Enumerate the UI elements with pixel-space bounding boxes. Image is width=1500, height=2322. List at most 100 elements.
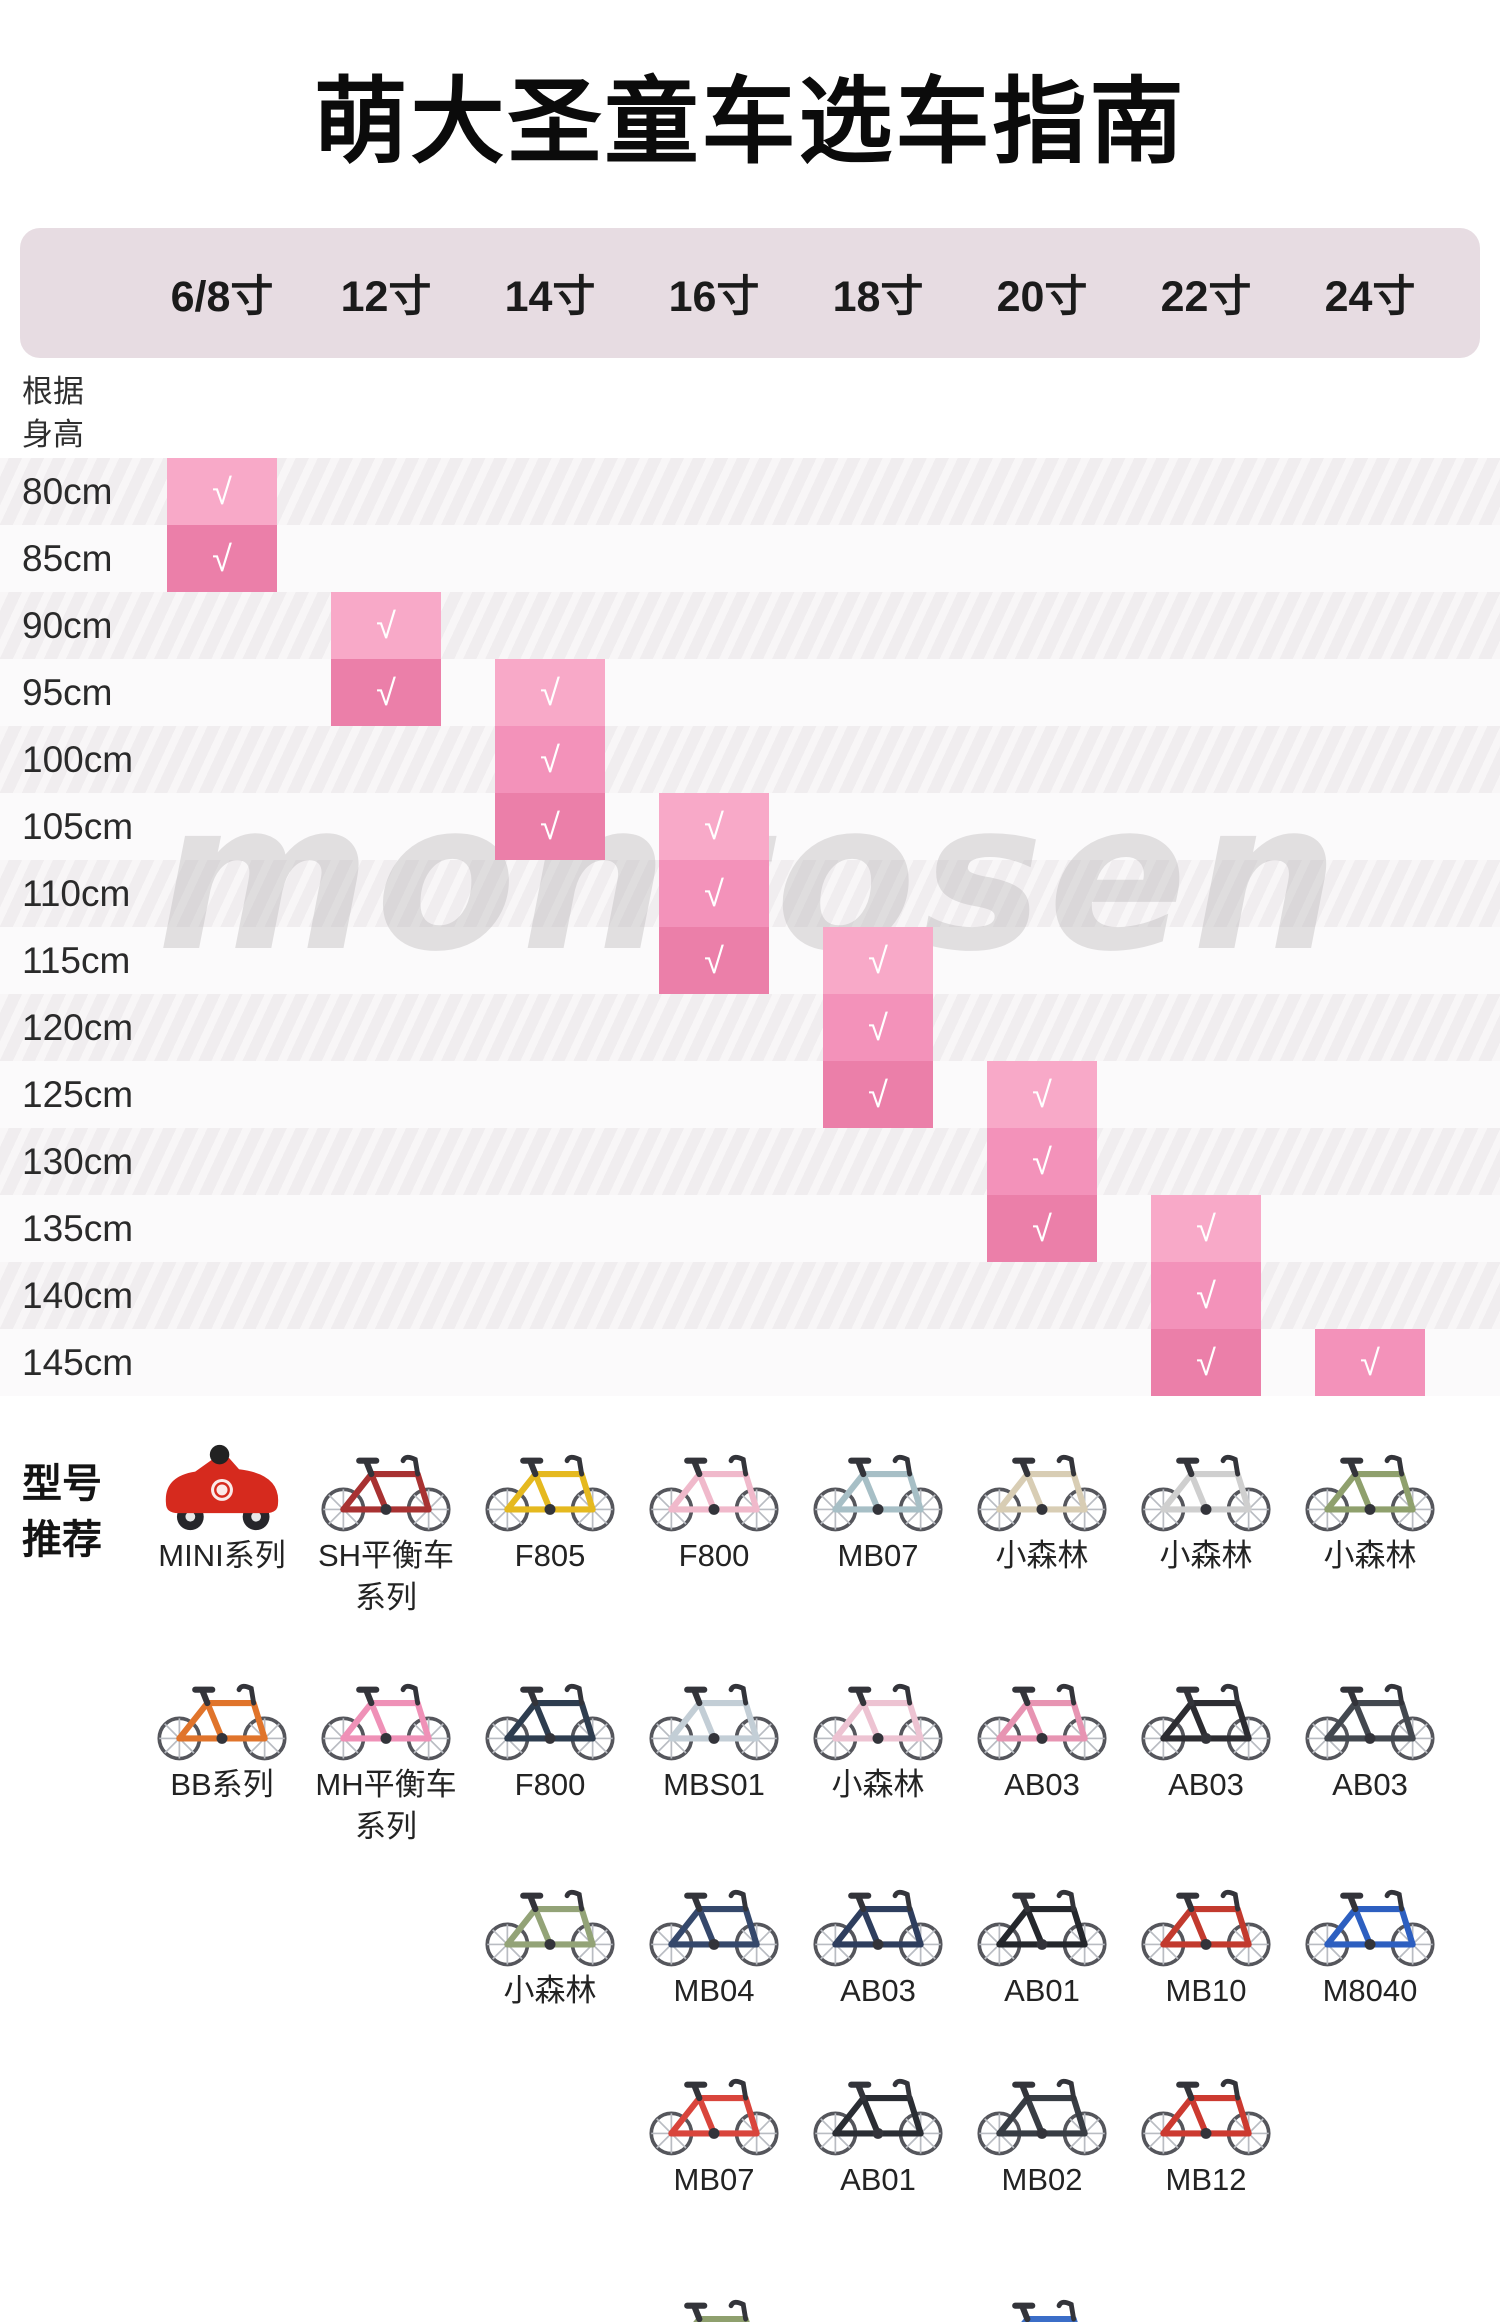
bike-icon (977, 1454, 1107, 1532)
height-label: 100cm (22, 738, 134, 780)
bike-row: MB07 AB01 MB02 MB12 (0, 2042, 1500, 2240)
chart-rows: 80cm √ 85cm √ 90cm √ 95cm √ √ 100cm √ 105cm √ √ 110cm √… (0, 458, 1500, 1396)
bike-model-name: AB03 (1004, 1767, 1080, 1802)
bike-model-name: MINI系列 (158, 1538, 286, 1573)
bike-model: BB系列 (137, 1669, 307, 1806)
bike-icon (1141, 1889, 1271, 1967)
bike-model: AB03 (1121, 1669, 1291, 1806)
size-check-cell: √ (987, 1128, 1097, 1195)
size-check-cell: √ (823, 994, 933, 1061)
bike-icon (485, 1454, 615, 1532)
bike-model: MB02 (957, 2064, 1127, 2201)
bike-model-name: SH平衡车 系列 (317, 1538, 455, 1615)
bike-model: MH平衡车 系列 (301, 1669, 471, 1848)
bike-model: MB07 (629, 2064, 799, 2201)
bike-model-name: 小森林 (831, 1767, 925, 1802)
height-label: 125cm (22, 1073, 134, 1115)
bike-model-name: BB系列 (170, 1767, 274, 1802)
bike-rows: MINI系列 SH平衡车 系列 F805 F800 MB07 小森林 小森林 小森林 BB系列 MH… (0, 1396, 1500, 2322)
bike-icon (157, 1683, 287, 1761)
height-row: 80cm √ (0, 458, 1500, 525)
bike-icon (1141, 1454, 1271, 1532)
height-row: 90cm √ (0, 592, 1500, 659)
height-row: 100cm √ (0, 726, 1500, 793)
size-check-cell: √ (1151, 1195, 1261, 1262)
bike-model-name: MB07 (673, 2162, 755, 2197)
ride-on-toy-icon (165, 1444, 279, 1531)
height-row: 145cm √ √ (0, 1329, 1500, 1396)
bike-model: AB01 (957, 1875, 1127, 2012)
bike-icon (1012, 2299, 1078, 2322)
bike-icon (485, 1889, 615, 1967)
bike-icon (813, 1683, 943, 1761)
height-label: 130cm (22, 1140, 134, 1182)
bike-icon (1305, 1683, 1435, 1761)
height-label: 135cm (22, 1207, 134, 1249)
bike-model-name: 小森林 (1323, 1538, 1417, 1573)
size-column-header: 6/8寸 (170, 273, 274, 321)
size-column-header: 14寸 (504, 273, 596, 321)
height-label: 140cm (22, 1274, 134, 1316)
height-label: 110cm (22, 872, 131, 914)
height-label: 90cm (22, 604, 113, 646)
bike-icon (813, 1454, 943, 1532)
bike-model-name: MH平衡车 系列 (315, 1767, 457, 1844)
bike-row (0, 2240, 1500, 2322)
height-row: 120cm √ (0, 994, 1500, 1061)
bike-model-name: AB03 (1332, 1767, 1408, 1802)
height-row: 115cm √ √ (0, 927, 1500, 994)
size-header-bar: 6/8寸 12寸 14寸 16寸 18寸 20寸 22寸 24寸 (20, 228, 1480, 358)
bike-icon (977, 1683, 1107, 1761)
bike-model: 小森林 (957, 1440, 1127, 1577)
bike-icon (1141, 2078, 1271, 2156)
bike-model: MB12 (1121, 2064, 1291, 2201)
bike-model: 小森林 (465, 1875, 635, 2012)
height-row: 140cm √ (0, 1262, 1500, 1329)
bike-model-name: 小森林 (503, 1973, 597, 2008)
height-label: 115cm (22, 939, 131, 981)
bike-model: F800 (465, 1669, 635, 1806)
height-row: 95cm √ √ (0, 659, 1500, 726)
bike-icon (321, 1683, 451, 1761)
bike-model: 小森林 (1121, 1440, 1291, 1577)
bike-model-name: MB12 (1165, 2162, 1247, 2197)
size-column-header: 22寸 (1160, 273, 1252, 321)
height-size-chart: 根据 身高 80cm √ 85cm √ 90cm √ 95cm √ √ 100cm √ 105cm √ √… (0, 358, 1500, 1396)
row-axis-header: 根据 身高 (0, 358, 1500, 458)
height-row: 125cm √ √ (0, 1061, 1500, 1128)
model-recommendations: 型号 推荐 MINI系列 SH平衡车 系列 F805 F800 MB07 小森林 小森林 小森林… (0, 1396, 1500, 2322)
size-check-cell: √ (659, 860, 769, 927)
size-check-cell: √ (987, 1195, 1097, 1262)
bike-icon (684, 2299, 750, 2322)
bike-model-name: MBS01 (663, 1767, 765, 1802)
bike-model-name: 小森林 (995, 1538, 1089, 1573)
bike-model-name: F805 (514, 1538, 586, 1573)
bike-model-name: F800 (514, 1767, 586, 1802)
bike-model: AB03 (1285, 1669, 1455, 1806)
page-title: 萌大圣童车选车指南 (313, 68, 1187, 177)
bike-model-name: MB02 (1001, 2162, 1083, 2197)
bike-model (629, 2285, 799, 2322)
bike-model-name: 小森林 (1159, 1538, 1253, 1573)
bike-model: F805 (465, 1440, 635, 1577)
bike-model-name: MB10 (1165, 1973, 1247, 2008)
bike-model: M8040 (1285, 1875, 1455, 2012)
size-column-header: 18寸 (832, 273, 924, 321)
size-check-cell: √ (987, 1061, 1097, 1128)
height-row: 85cm √ (0, 525, 1500, 592)
bike-icon (649, 1454, 779, 1532)
size-check-cell: √ (823, 927, 933, 994)
height-row: 105cm √ √ (0, 793, 1500, 860)
bike-icon (977, 2078, 1107, 2156)
bike-icon (977, 1889, 1107, 1967)
bike-model-name: MB04 (673, 1973, 755, 2008)
size-column-header: 24寸 (1324, 273, 1416, 321)
size-check-cell: √ (331, 659, 441, 726)
size-check-cell: √ (167, 525, 277, 592)
size-column-header: 20寸 (996, 273, 1088, 321)
bike-model-name: AB03 (840, 1973, 916, 2008)
size-check-cell: √ (1151, 1329, 1261, 1396)
bike-model-name: M8040 (1322, 1973, 1418, 2008)
bike-model: MB04 (629, 1875, 799, 2012)
